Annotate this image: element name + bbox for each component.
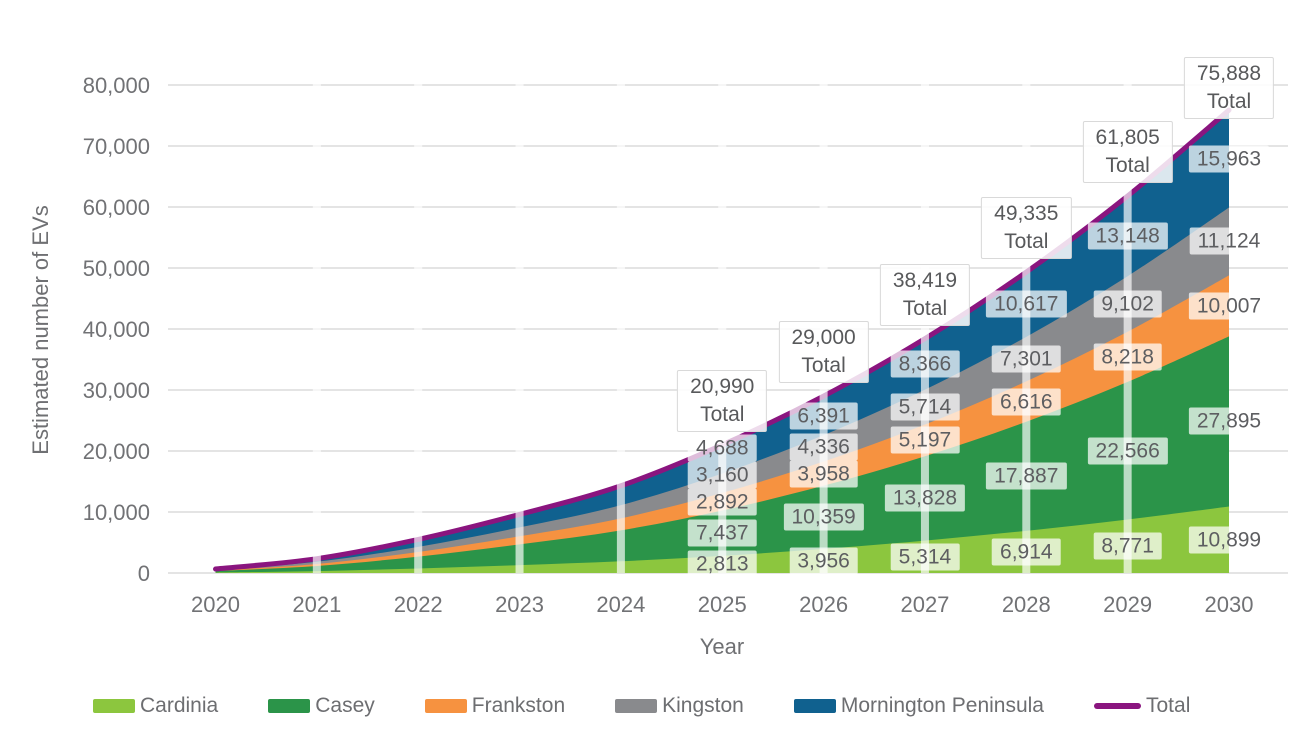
- legend-label-frankston: Frankston: [471, 694, 566, 717]
- legend-item-total: Total: [1094, 694, 1190, 718]
- legend-swatch-kingston: [615, 699, 658, 713]
- legend-label-kingston: Kingston: [662, 694, 744, 717]
- area-cardinia: [215, 506, 1229, 573]
- y-tick-label: 60,000: [83, 195, 150, 220]
- year-stripe-2024: [616, 80, 625, 573]
- legend-item-casey: Casey: [268, 694, 375, 718]
- y-tick-label: 80,000: [83, 73, 150, 98]
- year-stripe-2025: [718, 80, 727, 573]
- year-stripe-2022: [414, 80, 423, 573]
- y-tick-label: 70,000: [83, 134, 150, 159]
- x-tick-label-2021: 2021: [292, 592, 341, 617]
- year-stripe-2023: [515, 80, 524, 573]
- year-stripe-2029: [1123, 80, 1132, 573]
- legend-label-cardinia: Cardinia: [140, 694, 219, 717]
- year-stripe-2021: [312, 80, 321, 573]
- x-tick-label-2025: 2025: [698, 592, 747, 617]
- legend-label-total: Total: [1146, 694, 1191, 717]
- legend-swatch-total: [1094, 703, 1141, 709]
- y-tick-label: 30,000: [83, 378, 150, 403]
- x-tick-label-2027: 2027: [900, 592, 949, 617]
- y-tick-label: 40,000: [83, 317, 150, 342]
- year-stripe-2026: [819, 80, 828, 573]
- y-tick-label: 0: [138, 561, 150, 586]
- x-tick-label-2020: 2020: [191, 592, 240, 617]
- legend-label-casey: Casey: [315, 694, 375, 717]
- legend-item-kingston: Kingston: [615, 694, 744, 718]
- x-tick-label-2026: 2026: [799, 592, 848, 617]
- year-stripe-2027: [920, 80, 929, 573]
- x-tick-label-2024: 2024: [596, 592, 645, 617]
- legend-item-mornington-peninsula: Mornington Peninsula: [793, 694, 1044, 718]
- legend-swatch-cardinia: [93, 699, 135, 713]
- y-tick-label: 20,000: [83, 439, 150, 464]
- y-axis-title: Estimated number of EVs: [28, 205, 53, 455]
- legend: Cardinia Casey Frankston Kingston Mornington…: [93, 694, 1190, 718]
- legend-item-frankston: Frankston: [424, 694, 566, 718]
- chart-canvas: 0 10,000 20,000 30,000 40,000 50,000 60,000 70,…: [83, 73, 1288, 617]
- legend-swatch-mornington-peninsula: [793, 699, 836, 713]
- x-axis-title: Year: [699, 634, 745, 659]
- x-tick-label-2030: 2030: [1205, 592, 1254, 617]
- area-casey: [215, 336, 1229, 573]
- legend-label-mornington-peninsula: Mornington Peninsula: [840, 694, 1044, 717]
- year-stripe-2028: [1022, 80, 1031, 573]
- x-tick-label-2022: 2022: [394, 592, 443, 617]
- legend-swatch-casey: [268, 699, 311, 713]
- legend-swatch-frankston: [424, 699, 467, 713]
- y-tick-label: 10,000: [83, 500, 150, 525]
- x-tick-label-2023: 2023: [495, 592, 544, 617]
- y-tick-label: 50,000: [83, 256, 150, 281]
- legend-item-cardinia: Cardinia: [93, 694, 218, 718]
- x-tick-label-2028: 2028: [1002, 592, 1051, 617]
- x-tick-label-2029: 2029: [1103, 592, 1152, 617]
